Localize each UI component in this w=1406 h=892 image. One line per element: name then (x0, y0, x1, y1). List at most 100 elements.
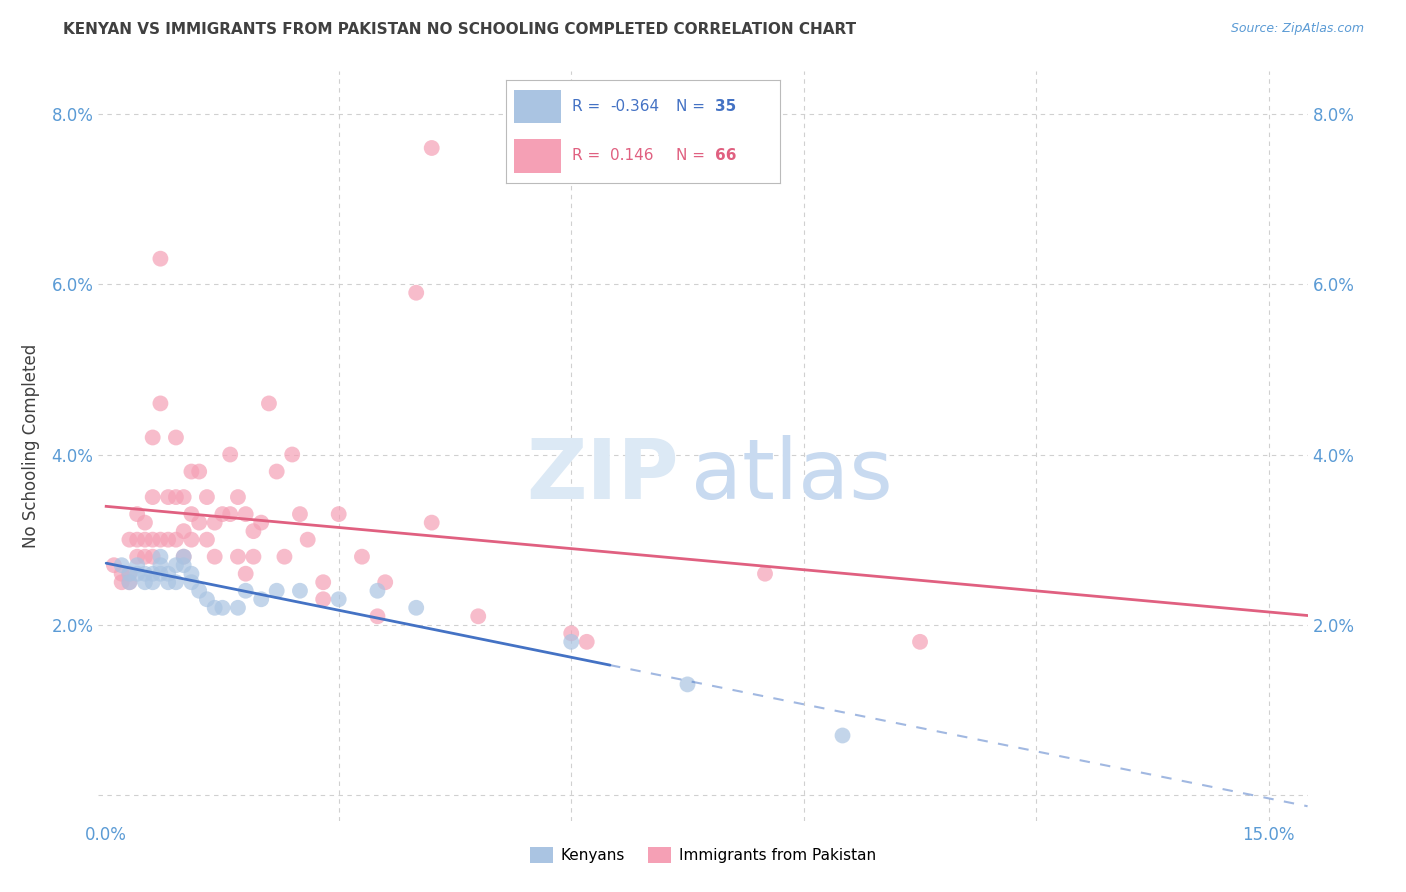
Point (165, 558, 187, 573)
Point (142, 533, 165, 547)
Text: ZIP: ZIP (526, 435, 679, 516)
Point (374, 575, 396, 590)
Point (111, 566, 134, 581)
Text: N =: N = (676, 148, 710, 163)
Point (142, 566, 165, 581)
Point (173, 524, 195, 538)
Point (134, 533, 156, 547)
Point (149, 396, 172, 410)
Point (350, 549, 373, 564)
Point (165, 533, 187, 547)
Point (211, 507, 233, 521)
Point (312, 575, 335, 590)
Point (831, 729, 853, 743)
Point (142, 430, 165, 444)
Point (165, 430, 187, 444)
Point (288, 507, 311, 521)
Point (226, 549, 249, 564)
Point (149, 549, 172, 564)
Point (266, 465, 288, 479)
Point (676, 677, 699, 691)
Text: N =: N = (676, 99, 710, 114)
Point (312, 592, 335, 607)
Point (127, 549, 149, 564)
Point (235, 583, 257, 598)
Point (118, 566, 141, 581)
Bar (515, 89, 561, 123)
Point (288, 583, 311, 598)
Point (118, 575, 141, 590)
Bar (515, 139, 561, 173)
Point (219, 507, 242, 521)
Point (157, 490, 180, 504)
Point (204, 549, 226, 564)
Point (754, 566, 776, 581)
Text: 0.146: 0.146 (610, 148, 654, 163)
Point (103, 558, 125, 573)
Point (204, 600, 226, 615)
Point (235, 507, 257, 521)
Point (173, 549, 195, 564)
Point (405, 600, 427, 615)
Point (235, 566, 257, 581)
Point (328, 507, 350, 521)
Point (111, 575, 134, 590)
Point (273, 549, 295, 564)
Point (180, 566, 202, 581)
Point (575, 635, 598, 649)
Point (226, 490, 249, 504)
Point (127, 558, 149, 573)
Point (405, 285, 427, 300)
Point (149, 558, 172, 573)
Point (134, 575, 156, 590)
Point (219, 448, 242, 462)
Point (366, 609, 388, 624)
Point (366, 583, 388, 598)
Point (250, 516, 273, 530)
Point (142, 575, 165, 590)
Point (195, 533, 218, 547)
Point (165, 575, 187, 590)
Point (467, 609, 489, 624)
Point (142, 549, 165, 564)
Y-axis label: No Schooling Completed: No Schooling Completed (22, 344, 41, 548)
Point (281, 448, 304, 462)
Text: R =: R = (572, 148, 610, 163)
Point (188, 583, 211, 598)
Text: -0.364: -0.364 (610, 99, 659, 114)
Point (420, 141, 443, 155)
Point (127, 533, 149, 547)
Point (180, 465, 202, 479)
Text: 35: 35 (714, 99, 735, 114)
Point (149, 252, 172, 266)
Point (127, 507, 149, 521)
Text: Source: ZipAtlas.com: Source: ZipAtlas.com (1230, 22, 1364, 36)
Text: atlas: atlas (690, 435, 893, 516)
Point (242, 549, 264, 564)
Point (420, 516, 443, 530)
Point (134, 566, 156, 581)
Point (127, 566, 149, 581)
Point (195, 592, 218, 607)
Point (118, 575, 141, 590)
Text: KENYAN VS IMMIGRANTS FROM PAKISTAN NO SCHOOLING COMPLETED CORRELATION CHART: KENYAN VS IMMIGRANTS FROM PAKISTAN NO SC… (63, 22, 856, 37)
Text: R =: R = (572, 99, 605, 114)
Point (149, 566, 172, 581)
Point (257, 396, 280, 410)
Point (188, 516, 211, 530)
Point (226, 600, 249, 615)
Point (204, 516, 226, 530)
Legend: Kenyans, Immigrants from Pakistan: Kenyans, Immigrants from Pakistan (524, 841, 882, 869)
Point (157, 575, 180, 590)
Point (188, 465, 211, 479)
Point (118, 566, 141, 581)
Point (560, 626, 582, 640)
Point (134, 516, 156, 530)
Point (266, 583, 288, 598)
Point (908, 635, 931, 649)
Point (297, 533, 319, 547)
Point (173, 549, 195, 564)
Point (173, 490, 195, 504)
Point (560, 635, 582, 649)
Point (250, 592, 273, 607)
